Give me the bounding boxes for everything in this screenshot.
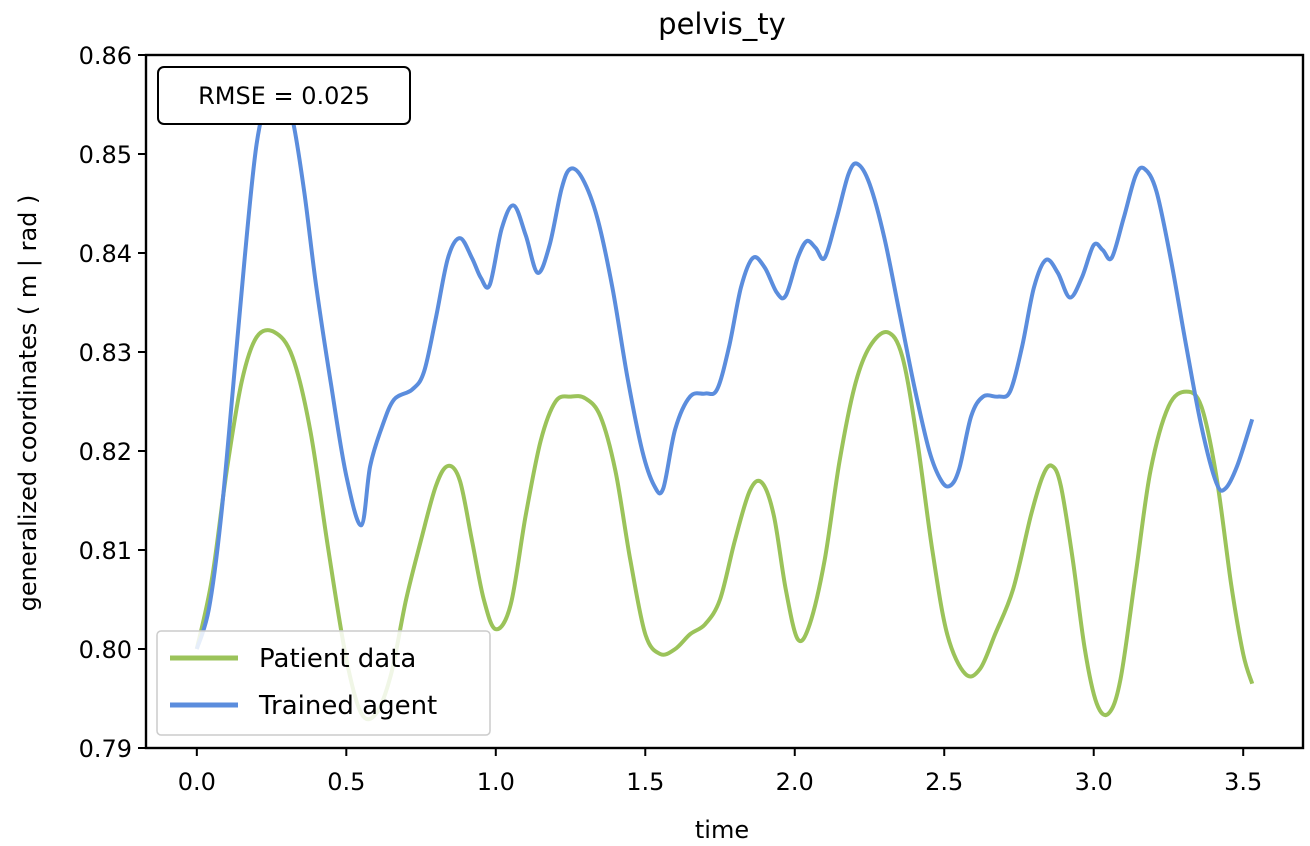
rmse-annotation-text: RMSE = 0.025 [198,82,370,110]
rmse-annotation: RMSE = 0.025 [157,66,411,125]
plot-series [194,84,1255,722]
x-tick-label: 3.0 [1075,768,1113,796]
legend: Patient data Trained agent [156,630,491,736]
y-tick-label: 0.81 [79,537,132,565]
legend-box [156,630,491,736]
x-axis-label: time [695,816,749,844]
y-tick-label: 0.85 [79,141,132,169]
y-tick-label: 0.84 [79,240,132,268]
legend-label-patient: Patient data [259,644,416,674]
rmse-annotation-box [157,66,411,125]
x-tick-label: 0.0 [178,768,216,796]
x-tick-label: 0.5 [327,768,365,796]
series-line-trained-agent [194,84,1255,650]
y-tick-label: 0.80 [79,636,132,664]
plot-frame [144,53,1305,750]
y-axis-label: generalized coordinates ( m | rad ) [14,195,42,612]
x-tick-label: 2.0 [776,768,814,796]
y-tick-label: 0.86 [79,42,132,70]
x-tick-label: 1.5 [626,768,664,796]
x-tick-label: 1.0 [477,768,515,796]
x-axis-ticks: 0.0 0.5 1.0 1.5 2.0 2.5 3.0 3.5 [178,748,1262,796]
y-tick-label: 0.82 [79,438,132,466]
y-axis-ticks: 0.79 0.80 0.81 0.82 0.83 0.84 0.85 0.86 [79,42,146,763]
y-tick-label: 0.83 [79,339,132,367]
legend-label-agent: Trained agent [258,691,437,721]
x-tick-label: 2.5 [925,768,963,796]
y-tick-label: 0.79 [79,735,132,763]
x-tick-label: 3.5 [1224,768,1262,796]
chart-title: pelvis_ty [658,7,786,41]
